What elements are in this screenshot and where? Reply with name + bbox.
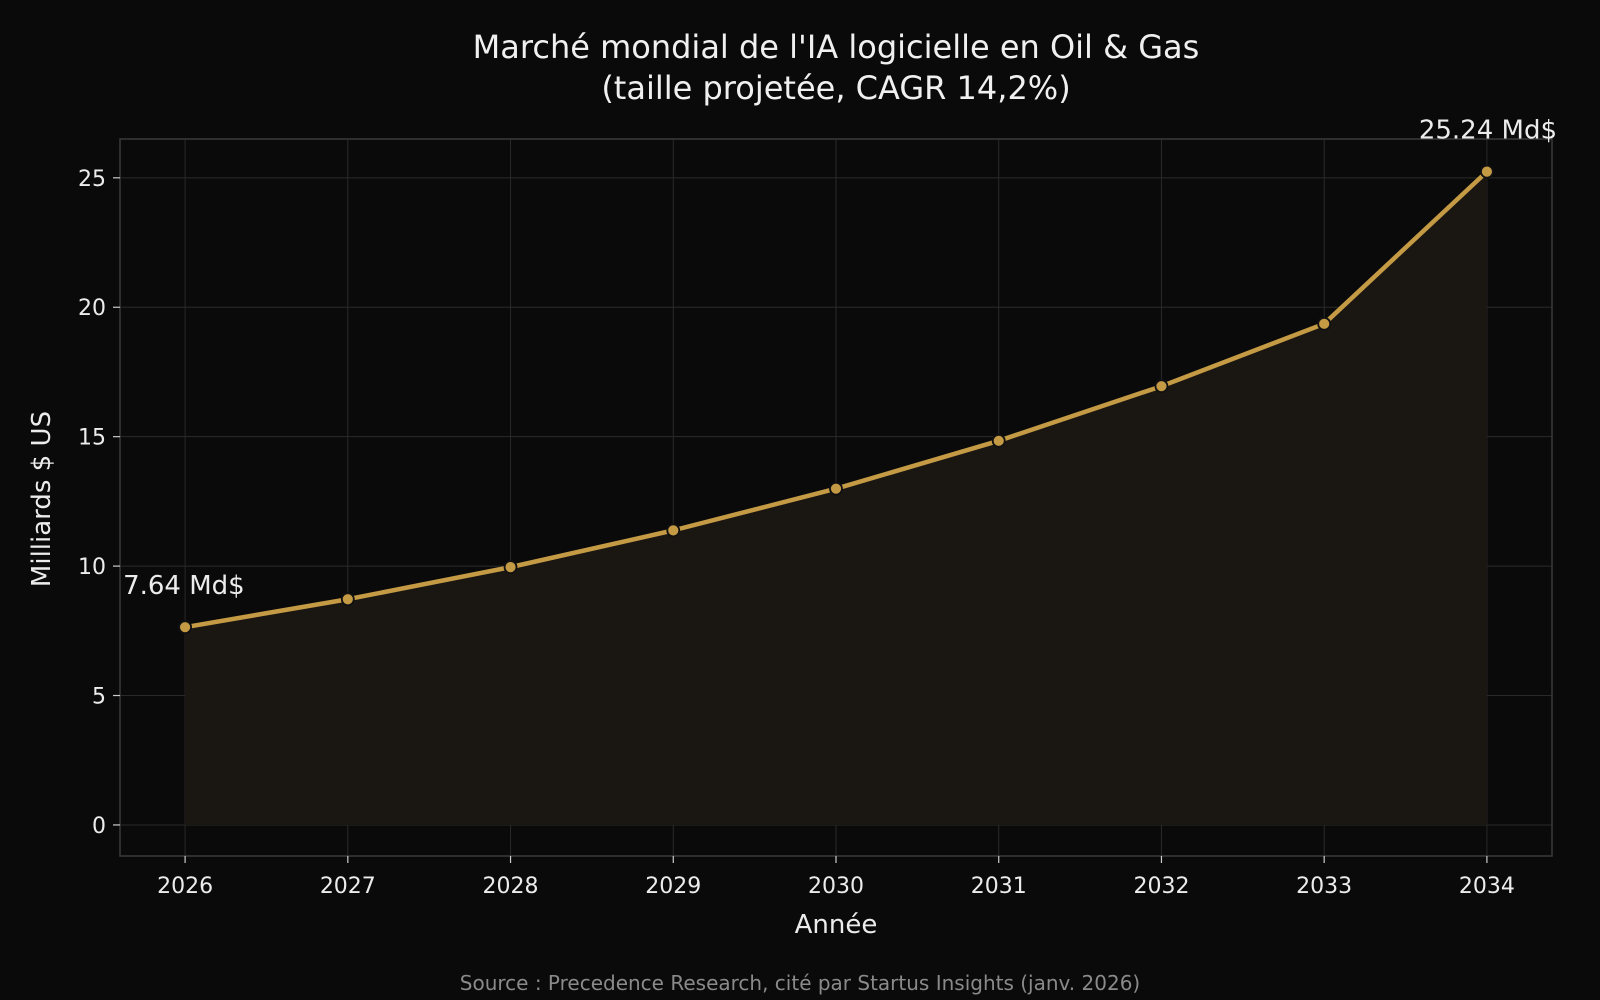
x-axis-label: Année — [795, 910, 878, 940]
chart-title-line-2: (taille projetée, CAGR 14,2%) — [601, 69, 1070, 107]
x-tick-label: 2034 — [1459, 874, 1515, 899]
data-label-2034: 25.24 Md$ — [1419, 116, 1557, 146]
data-point-2033 — [1317, 316, 1332, 331]
x-tick-label: 2031 — [971, 874, 1027, 899]
data-point-2032 — [1154, 379, 1169, 394]
x-tick-label: 2026 — [157, 874, 213, 899]
data-point-2028 — [503, 560, 518, 575]
data-point-2031 — [991, 433, 1006, 448]
x-tick-label: 2030 — [808, 874, 864, 899]
y-tick-label: 20 — [78, 296, 106, 321]
y-tick-label: 15 — [78, 426, 106, 451]
data-point-2034 — [1480, 164, 1494, 179]
y-tick-label: 5 — [92, 685, 106, 710]
x-tick-label: 2027 — [320, 874, 376, 899]
area-fill — [185, 171, 1487, 825]
y-tick-label: 10 — [78, 555, 106, 580]
data-point-2030 — [829, 481, 843, 496]
y-tick-label: 25 — [78, 167, 106, 192]
data-point-2026 — [178, 620, 192, 635]
data-point-2027 — [340, 592, 355, 607]
plot-area: 2026 2027 2028 2029 2030 2031 2032 2033 2034 0 5 10… — [78, 116, 1557, 899]
y-axis-label: Milliards $ US — [27, 411, 57, 587]
data-label-2026: 7.64 Md$ — [123, 571, 245, 601]
x-tick-label: 2029 — [645, 874, 701, 899]
x-tick-label: 2032 — [1133, 874, 1189, 899]
chart-title-line-1: Marché mondial de l'IA logicielle en Oil… — [473, 28, 1200, 66]
y-tick-label: 0 — [92, 814, 106, 839]
source-note: Source : Precedence Research, cité par S… — [460, 971, 1140, 995]
x-tick-label: 2028 — [483, 874, 539, 899]
data-point-2029 — [666, 523, 681, 538]
x-tick-label: 2033 — [1296, 874, 1352, 899]
